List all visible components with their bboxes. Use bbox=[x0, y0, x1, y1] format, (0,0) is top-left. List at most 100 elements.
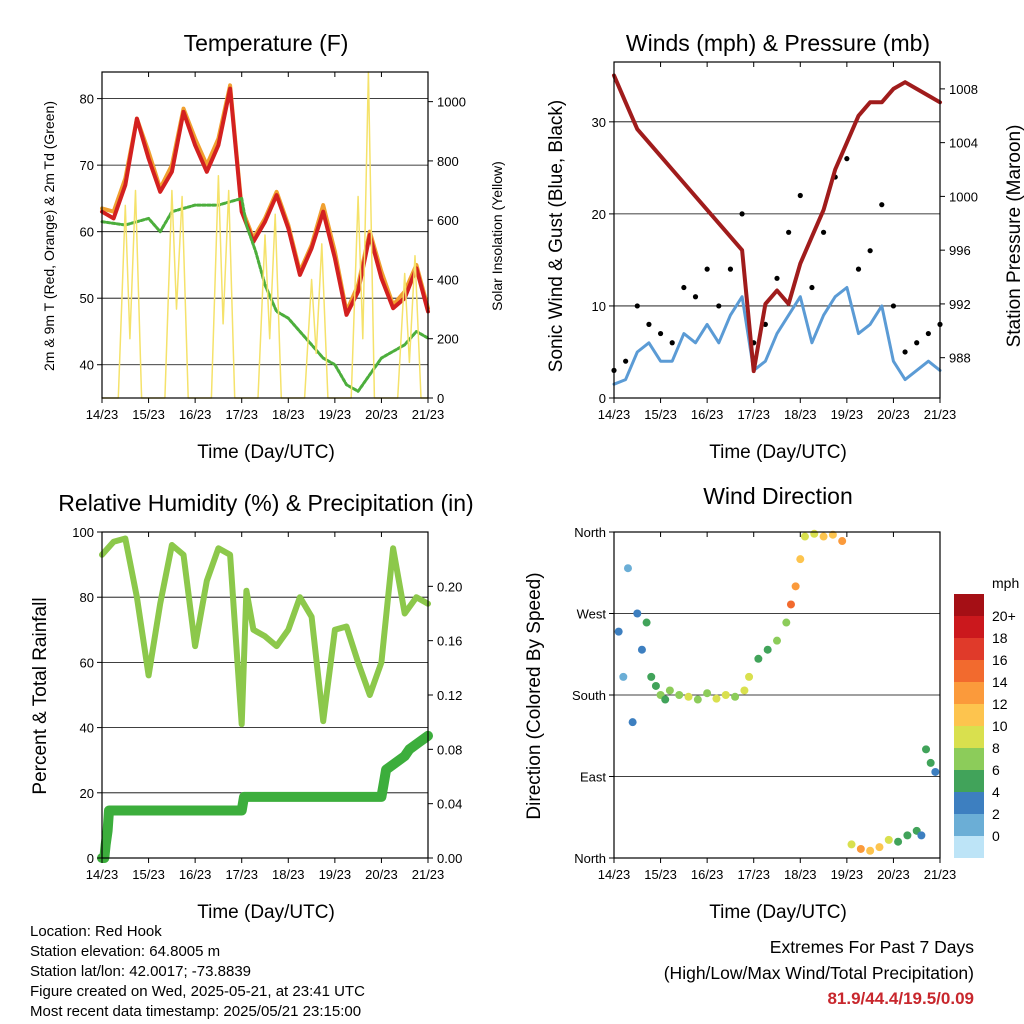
y-tick-label: West bbox=[577, 607, 607, 622]
extremes-title: Extremes For Past 7 Days bbox=[769, 937, 974, 957]
direction-point bbox=[651, 681, 660, 690]
gust-point bbox=[669, 340, 675, 346]
colorbar-label: 16 bbox=[992, 652, 1008, 668]
extremes-subtitle: (High/Low/Max Wind/Total Precipitation) bbox=[663, 963, 974, 983]
x-tick-label: 15/23 bbox=[644, 407, 677, 422]
x-tick-label: 18/23 bbox=[272, 867, 305, 882]
gust-point bbox=[914, 340, 920, 346]
x-tick-label: 15/23 bbox=[132, 867, 165, 882]
direction-point bbox=[800, 532, 809, 541]
gust-point bbox=[809, 284, 815, 291]
winds-x-ticks: 14/23 15/23 16/23 17/23 18/23 19/23 20/23 21/23 bbox=[598, 62, 956, 422]
y2-tick-label: 0.00 bbox=[437, 851, 462, 866]
temperature-line bbox=[100, 86, 430, 317]
colorbar-label: 14 bbox=[992, 674, 1008, 690]
direction-point bbox=[866, 846, 875, 855]
y2-tick-label: 988 bbox=[949, 351, 971, 366]
y-tick-label: South bbox=[572, 688, 606, 703]
gust-point bbox=[902, 349, 908, 355]
gust-point bbox=[692, 294, 699, 300]
x-tick-label: 17/23 bbox=[737, 867, 770, 882]
winds-title: Winds (mph) & Pressure (mb) bbox=[626, 30, 930, 56]
winds-y-ticks: 0 10 20 30 bbox=[592, 115, 614, 406]
direction-point bbox=[754, 654, 763, 663]
direction-point bbox=[847, 840, 856, 849]
winds-panel: Winds (mph) & Pressure (mb) 14/23 15/23 16… bbox=[546, 30, 1024, 463]
speed-colorbar: mph 20+ 18 16 14 12 10 8 6 4 2 0 bbox=[954, 575, 1019, 858]
x-tick-label: 16/23 bbox=[691, 407, 724, 422]
direction-point bbox=[619, 672, 628, 681]
colorbar-swatch bbox=[954, 616, 984, 638]
direction-point bbox=[856, 844, 865, 853]
colorbar-label: 0 bbox=[992, 828, 1000, 844]
gust-point bbox=[681, 284, 687, 291]
x-tick-label: 21/23 bbox=[412, 407, 445, 422]
y-tick-label: 30 bbox=[592, 115, 606, 130]
temperature-y2-ticks: 0 200 400 600 800 1000 bbox=[428, 95, 466, 406]
y2-tick-label: 600 bbox=[437, 213, 459, 228]
colorbar-label: 20+ bbox=[992, 608, 1016, 624]
y-tick-label: North bbox=[574, 851, 606, 866]
direction-point bbox=[745, 672, 754, 681]
direction-point bbox=[875, 843, 884, 852]
x-tick-label: 19/23 bbox=[319, 867, 352, 882]
direction-point bbox=[614, 627, 623, 636]
gust-point bbox=[797, 192, 803, 199]
colorbar-title: mph bbox=[992, 575, 1019, 591]
precip-line bbox=[97, 730, 433, 863]
x-tick-label: 17/23 bbox=[225, 867, 258, 882]
gust-point bbox=[774, 275, 780, 281]
y-tick-label: 100 bbox=[72, 525, 94, 540]
gust-point bbox=[646, 321, 652, 327]
humidity-xlabel: Time (Day/UTC) bbox=[197, 902, 335, 923]
x-tick-label: 18/23 bbox=[272, 407, 305, 422]
winds-series bbox=[611, 73, 943, 386]
y-tick-label: 80 bbox=[80, 590, 94, 605]
direction-point bbox=[828, 530, 837, 539]
temperature-title: Temperature (F) bbox=[184, 30, 349, 56]
location-text: Location: Red Hook bbox=[30, 923, 162, 940]
x-tick-label: 19/23 bbox=[319, 407, 352, 422]
x-tick-label: 16/23 bbox=[179, 867, 212, 882]
gust-point bbox=[634, 303, 640, 309]
x-tick-label: 17/23 bbox=[225, 407, 258, 422]
gust-point bbox=[820, 229, 827, 235]
x-tick-label: 20/23 bbox=[365, 867, 398, 882]
temperature-xlabel: Time (Day/UTC) bbox=[197, 442, 335, 463]
y2-tick-label: 800 bbox=[437, 154, 459, 169]
x-tick-label: 21/23 bbox=[412, 867, 445, 882]
direction-point bbox=[684, 692, 693, 701]
y-tick-label: 50 bbox=[80, 291, 94, 306]
direction-point bbox=[637, 645, 646, 654]
gust-point bbox=[855, 266, 862, 272]
x-tick-label: 17/23 bbox=[737, 407, 770, 422]
direction-ylabel: Direction (Colored By Speed) bbox=[524, 572, 545, 819]
y-tick-label: 0 bbox=[599, 391, 606, 406]
x-tick-label: 15/23 bbox=[644, 867, 677, 882]
gust-point bbox=[786, 229, 792, 235]
direction-title: Wind Direction bbox=[703, 483, 853, 509]
direction-point bbox=[796, 555, 805, 564]
temperature-line bbox=[101, 71, 429, 399]
x-tick-label: 14/23 bbox=[86, 407, 119, 422]
y2-tick-label: 200 bbox=[437, 332, 459, 347]
colorbar-swatch bbox=[954, 682, 984, 704]
y-tick-label: 40 bbox=[80, 721, 94, 736]
y2-tick-label: 1008 bbox=[949, 82, 978, 97]
temperature-grid bbox=[102, 98, 428, 366]
gust-point bbox=[844, 156, 850, 162]
y2-tick-label: 996 bbox=[949, 243, 971, 258]
colorbar-label: 10 bbox=[992, 718, 1008, 734]
y-tick-label: 10 bbox=[592, 299, 606, 314]
gust-point bbox=[623, 358, 629, 364]
wind-line bbox=[612, 286, 942, 386]
x-tick-label: 18/23 bbox=[784, 867, 817, 882]
y2-tick-label: 400 bbox=[437, 272, 459, 287]
temperature-line bbox=[100, 83, 430, 314]
x-tick-label: 21/23 bbox=[924, 867, 957, 882]
colorbar-label: 2 bbox=[992, 806, 1000, 822]
colorbar-swatch bbox=[954, 836, 984, 858]
colorbar-swatch bbox=[954, 748, 984, 770]
recent-text: Most recent data timestamp: 2025/05/21 2… bbox=[30, 1003, 362, 1020]
humidity-ylabel: Percent & Total Rainfall bbox=[30, 597, 51, 794]
